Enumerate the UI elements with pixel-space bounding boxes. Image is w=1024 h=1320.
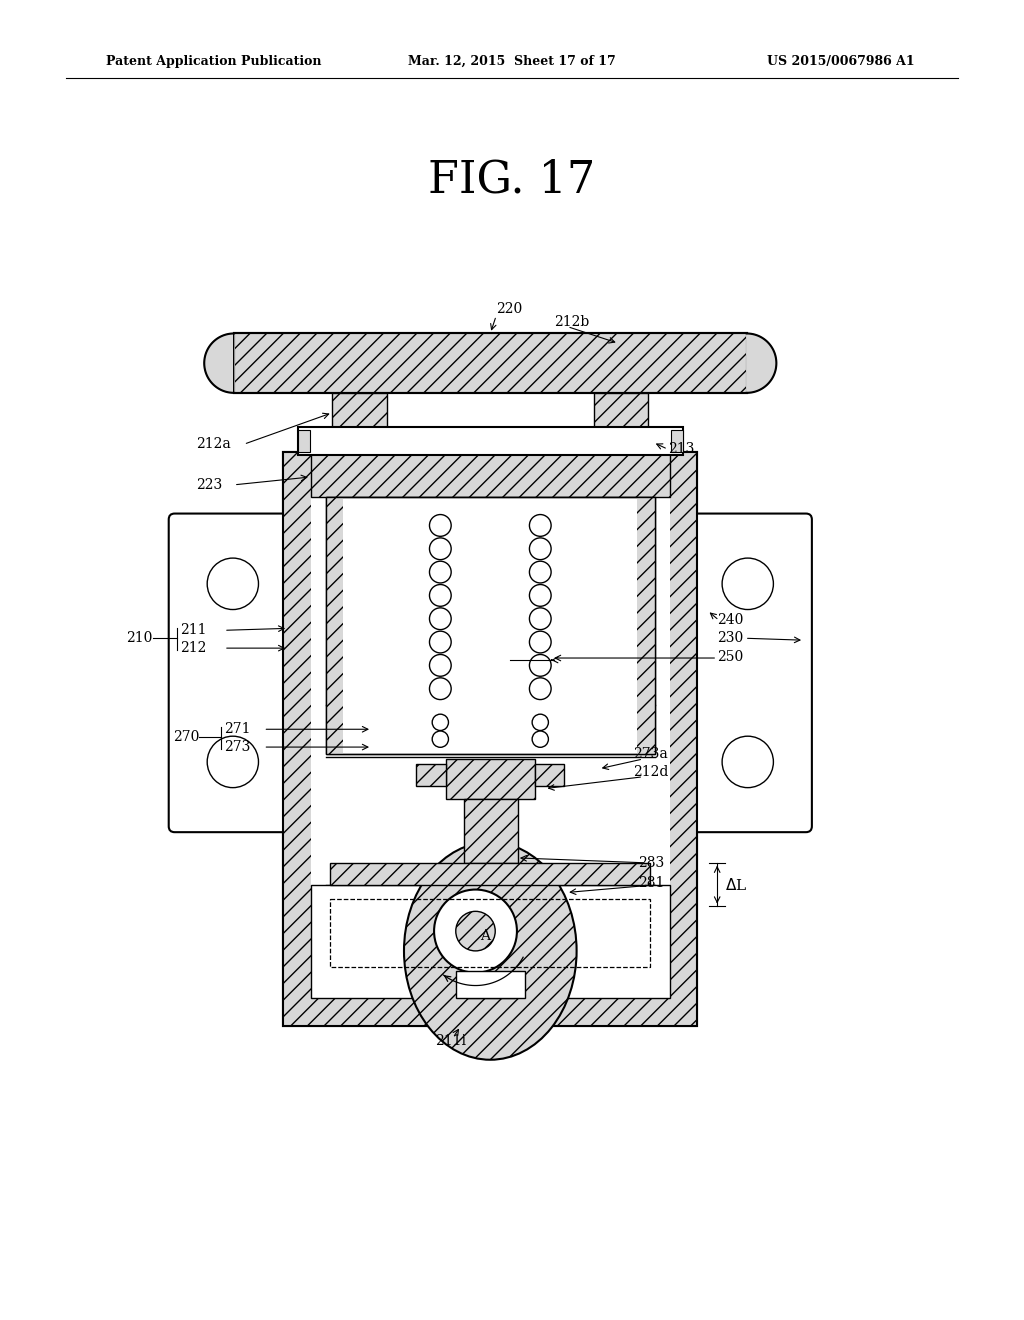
Text: 213: 213 bbox=[668, 442, 694, 457]
Bar bbox=[331, 863, 650, 884]
Text: 212a: 212a bbox=[197, 437, 231, 451]
Circle shape bbox=[434, 890, 517, 973]
Circle shape bbox=[429, 515, 452, 536]
Bar bbox=[310, 453, 670, 496]
Circle shape bbox=[432, 731, 449, 747]
Circle shape bbox=[429, 585, 452, 606]
Circle shape bbox=[722, 558, 773, 610]
Bar bbox=[594, 393, 648, 433]
Bar bbox=[670, 453, 697, 1026]
Circle shape bbox=[529, 561, 551, 583]
Circle shape bbox=[429, 655, 452, 676]
Circle shape bbox=[429, 537, 452, 560]
Bar bbox=[284, 998, 697, 1026]
Text: 212b: 212b bbox=[554, 314, 590, 329]
Ellipse shape bbox=[404, 842, 577, 1060]
Bar bbox=[326, 496, 655, 754]
Bar bbox=[298, 428, 683, 455]
Bar bbox=[326, 496, 343, 754]
Bar bbox=[456, 970, 525, 998]
Bar bbox=[417, 764, 445, 785]
Text: FIG. 17: FIG. 17 bbox=[428, 158, 596, 202]
Text: 283: 283 bbox=[638, 855, 665, 870]
Bar bbox=[333, 393, 387, 433]
Bar bbox=[298, 430, 310, 453]
Text: US 2015/0067986 A1: US 2015/0067986 A1 bbox=[767, 55, 914, 67]
FancyBboxPatch shape bbox=[684, 513, 812, 832]
Text: 271: 271 bbox=[224, 722, 251, 737]
Text: $\Delta$L: $\Delta$L bbox=[725, 876, 748, 892]
Circle shape bbox=[529, 655, 551, 676]
Circle shape bbox=[529, 607, 551, 630]
Circle shape bbox=[529, 677, 551, 700]
Text: 281: 281 bbox=[638, 875, 665, 890]
Text: 211i: 211i bbox=[435, 1034, 466, 1048]
Circle shape bbox=[529, 515, 551, 536]
Bar bbox=[233, 334, 746, 393]
Bar bbox=[445, 759, 535, 799]
Text: 273: 273 bbox=[224, 741, 250, 754]
Circle shape bbox=[529, 585, 551, 606]
FancyBboxPatch shape bbox=[169, 513, 297, 832]
Circle shape bbox=[429, 677, 452, 700]
Text: Mar. 12, 2015  Sheet 17 of 17: Mar. 12, 2015 Sheet 17 of 17 bbox=[409, 55, 615, 67]
Text: Patent Application Publication: Patent Application Publication bbox=[105, 55, 322, 67]
Bar bbox=[326, 496, 655, 754]
Bar bbox=[284, 453, 310, 1026]
Bar bbox=[671, 430, 683, 453]
Polygon shape bbox=[746, 334, 776, 393]
Bar bbox=[284, 453, 697, 1026]
Text: 212d: 212d bbox=[633, 764, 669, 779]
Bar bbox=[637, 496, 655, 754]
Text: 230: 230 bbox=[717, 631, 743, 645]
Circle shape bbox=[429, 631, 452, 653]
Circle shape bbox=[529, 537, 551, 560]
Bar bbox=[466, 978, 515, 998]
Circle shape bbox=[456, 911, 496, 950]
Text: 270: 270 bbox=[173, 730, 200, 744]
Circle shape bbox=[429, 607, 452, 630]
Circle shape bbox=[207, 558, 258, 610]
Text: 220: 220 bbox=[497, 302, 522, 315]
Text: 250: 250 bbox=[717, 649, 743, 664]
Bar bbox=[331, 899, 650, 966]
Circle shape bbox=[207, 737, 258, 788]
Circle shape bbox=[432, 714, 449, 730]
Polygon shape bbox=[204, 334, 233, 393]
Text: 210: 210 bbox=[127, 631, 153, 645]
Bar bbox=[284, 453, 697, 1026]
Bar bbox=[310, 884, 670, 998]
Circle shape bbox=[722, 737, 773, 788]
Text: 223: 223 bbox=[197, 478, 222, 492]
Text: 212: 212 bbox=[179, 642, 206, 655]
Bar bbox=[535, 764, 564, 785]
Circle shape bbox=[532, 731, 549, 747]
Text: 211: 211 bbox=[179, 623, 206, 638]
Bar bbox=[464, 799, 518, 863]
Circle shape bbox=[529, 631, 551, 653]
Text: 273a: 273a bbox=[633, 747, 668, 762]
Text: 240: 240 bbox=[717, 614, 743, 627]
Circle shape bbox=[429, 561, 452, 583]
Circle shape bbox=[532, 714, 549, 730]
Text: A: A bbox=[480, 929, 490, 942]
